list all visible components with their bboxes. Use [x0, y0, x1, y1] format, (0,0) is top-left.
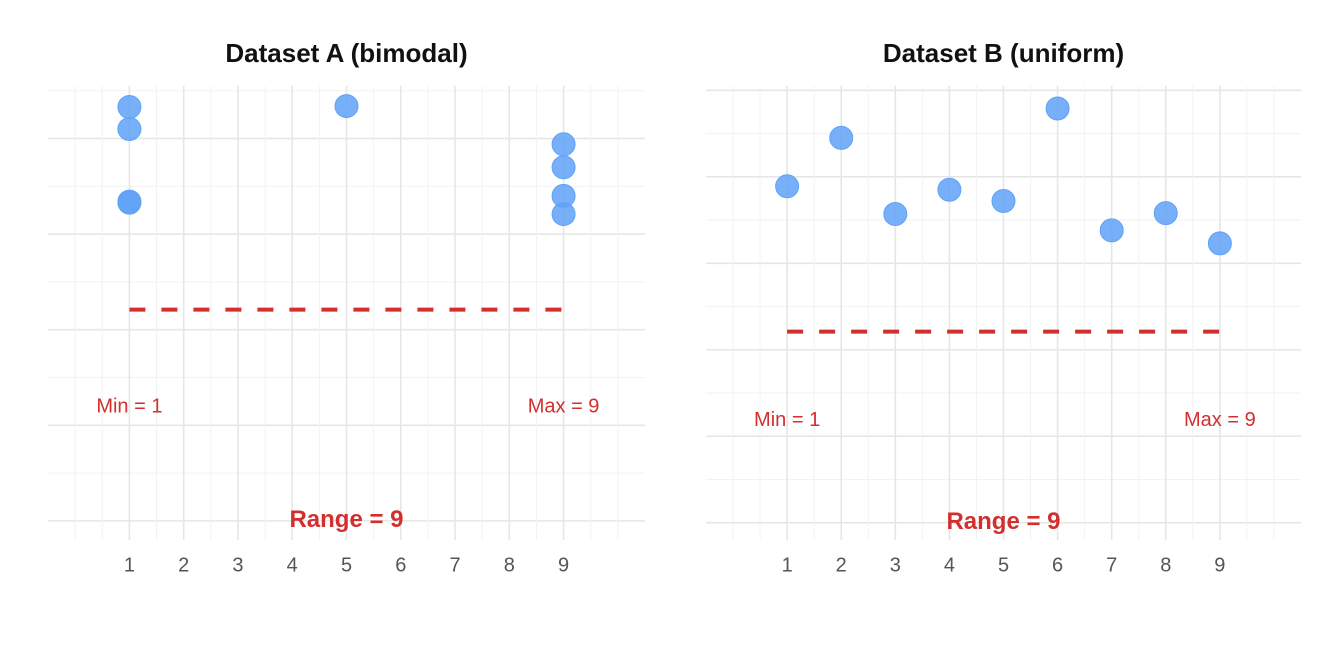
x-tick-label: 1 — [124, 554, 135, 576]
point — [1045, 96, 1070, 121]
annotation: Min = 1 — [754, 409, 820, 431]
point — [334, 94, 359, 119]
annotation: Min = 1 — [96, 395, 162, 417]
chart-title: Dataset A (bimodal) — [225, 38, 467, 68]
x-tick-label: 7 — [449, 554, 460, 576]
point — [117, 190, 142, 215]
point — [551, 132, 576, 157]
x-tick-label: 5 — [341, 554, 352, 576]
point — [551, 155, 576, 180]
annotation: Max = 9 — [1184, 409, 1256, 431]
x-tick-label: 2 — [836, 554, 847, 576]
x-tick-label: 7 — [1106, 554, 1117, 576]
x-tick-label: 9 — [558, 554, 569, 576]
x-tick-label: 8 — [1160, 554, 1171, 576]
point — [937, 177, 962, 202]
point — [551, 202, 576, 227]
point — [829, 125, 854, 150]
point — [117, 117, 142, 142]
point — [883, 201, 908, 226]
chart-title: Dataset B (uniform) — [883, 38, 1124, 68]
point — [991, 189, 1016, 214]
annotation: Range = 9 — [289, 506, 403, 533]
point — [117, 95, 142, 120]
point — [1099, 218, 1124, 243]
x-tick-label: 1 — [782, 554, 793, 576]
x-tick-label: 6 — [395, 554, 406, 576]
point — [1207, 231, 1232, 256]
x-tick-label: 5 — [998, 554, 1009, 576]
annotation: Max = 9 — [528, 395, 600, 417]
x-tick-label: 9 — [1214, 554, 1225, 576]
x-tick-label: 8 — [504, 554, 515, 576]
x-tick-label: 3 — [232, 554, 243, 576]
x-tick-label: 3 — [890, 554, 901, 576]
point — [775, 174, 800, 199]
point — [1153, 201, 1178, 226]
x-tick-label: 4 — [287, 554, 298, 576]
x-tick-label: 6 — [1052, 554, 1063, 576]
x-tick-label: 4 — [944, 554, 955, 576]
x-tick-label: 2 — [178, 554, 189, 576]
annotation: Range = 9 — [946, 508, 1060, 535]
